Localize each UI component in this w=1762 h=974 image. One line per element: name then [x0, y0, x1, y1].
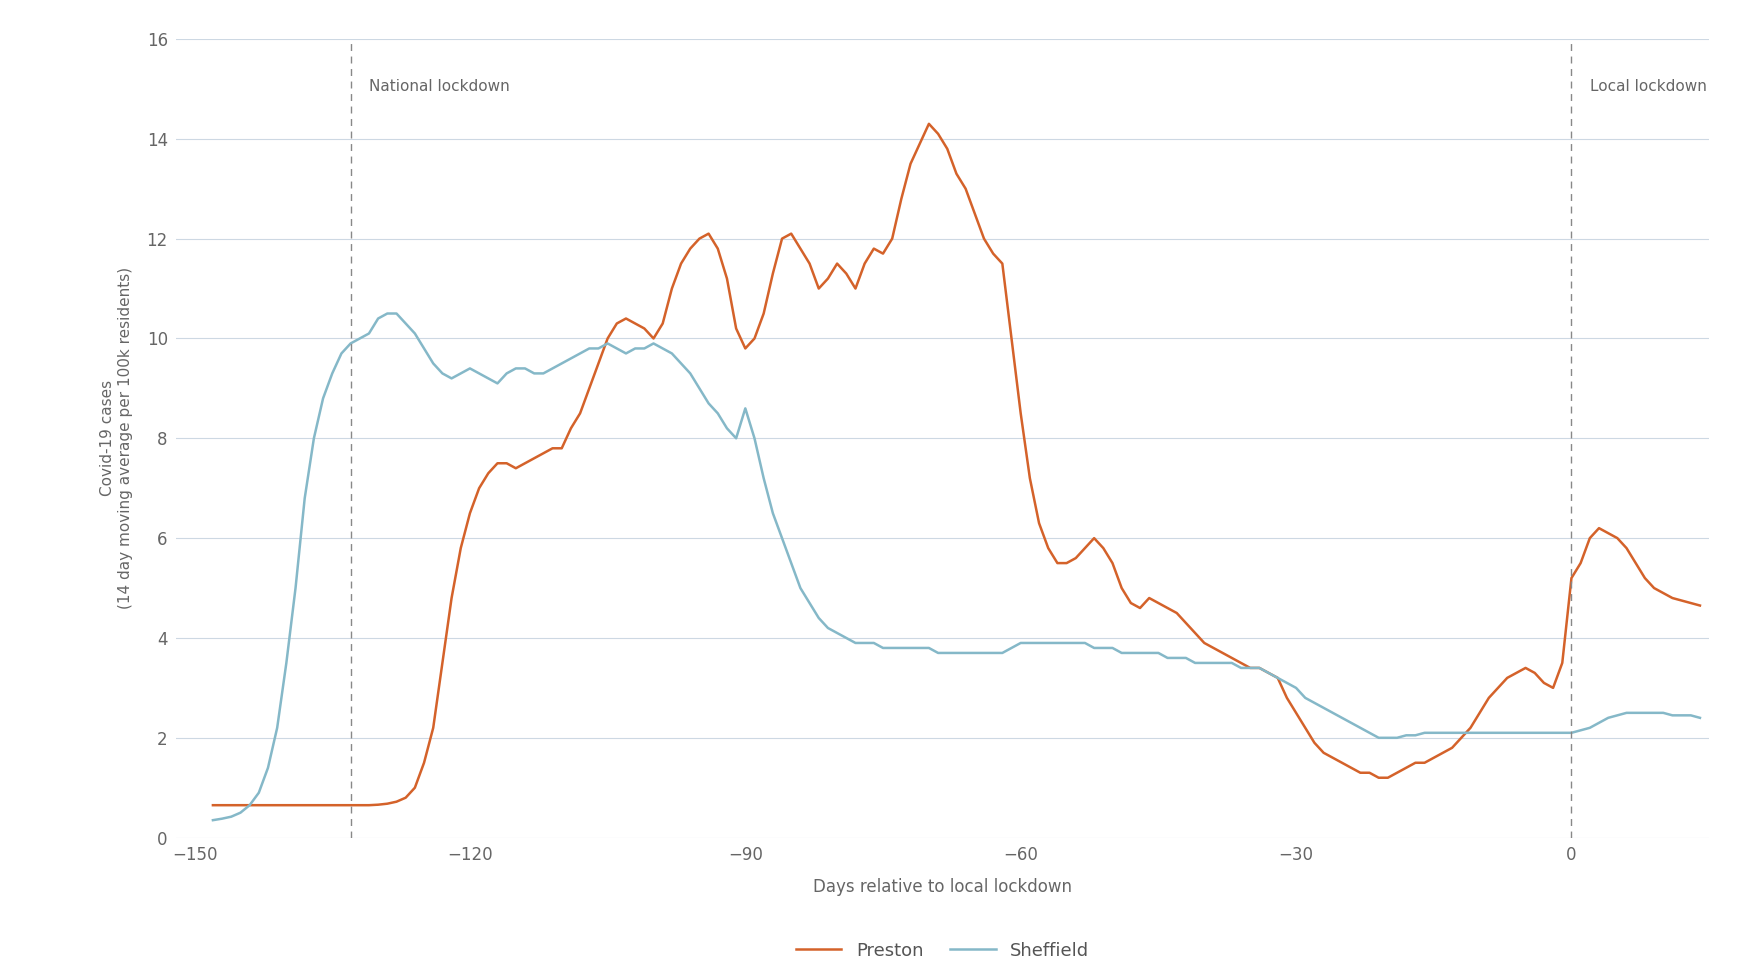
Sheffield — [1295, 692, 1316, 703]
Line: Sheffield: Sheffield — [213, 314, 1700, 820]
Preston — [1588, 522, 1609, 534]
Preston — [203, 800, 224, 811]
Text: National lockdown: National lockdown — [368, 79, 509, 94]
Preston — [1378, 771, 1399, 783]
Line: Preston: Preston — [213, 124, 1700, 805]
Preston — [918, 118, 939, 130]
Sheffield — [1487, 727, 1508, 738]
X-axis label: Days relative to local lockdown: Days relative to local lockdown — [814, 878, 1071, 896]
Y-axis label: Covid-19 cases
(14 day moving average per 100k residents): Covid-19 cases (14 day moving average pe… — [100, 267, 132, 610]
Preston — [1487, 682, 1508, 693]
Sheffield — [1681, 709, 1702, 721]
Preston — [1295, 722, 1316, 733]
Legend: Preston, Sheffield: Preston, Sheffield — [789, 934, 1096, 967]
Sheffield — [1588, 717, 1609, 729]
Preston — [1690, 600, 1711, 612]
Preston — [1681, 597, 1702, 609]
Sheffield — [1378, 732, 1399, 744]
Sheffield — [377, 308, 398, 319]
Sheffield — [1690, 712, 1711, 724]
Sheffield — [203, 814, 224, 826]
Sheffield — [624, 343, 645, 355]
Text: Local lockdown: Local lockdown — [1589, 79, 1707, 94]
Preston — [615, 313, 636, 324]
